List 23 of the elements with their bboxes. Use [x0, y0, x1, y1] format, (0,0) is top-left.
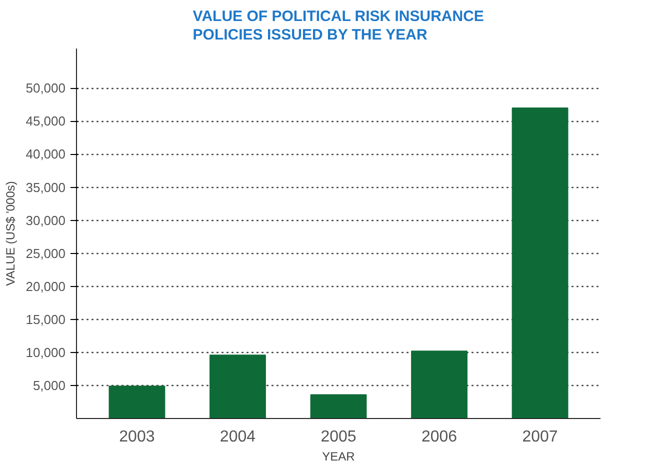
x-tick-label: 2007	[522, 428, 558, 446]
y-axis-title: VALUE (US$ '000s)	[4, 181, 18, 286]
y-tick-label: 40,000	[26, 146, 66, 162]
x-tick-label: 2004	[220, 428, 256, 446]
y-tick-label: 30,000	[26, 212, 66, 228]
bar	[210, 354, 266, 418]
y-tick-label: 15,000	[26, 312, 66, 327]
y-tick-label: 5,000	[32, 378, 66, 393]
y-tick-label: 35,000	[26, 180, 66, 195]
bar	[411, 350, 468, 418]
bar	[512, 107, 568, 418]
x-tick-label: 2006	[421, 428, 458, 446]
y-tick-label: 50,000	[26, 80, 66, 96]
x-tick-label: 2005	[320, 428, 356, 446]
y-tick-label: 45,000	[26, 114, 66, 129]
x-axis-title: YEAR	[322, 450, 356, 464]
y-tick-label: 25,000	[26, 246, 66, 261]
chart-title: VALUE OF POLITICAL RISK INSURANCE POLICIES ISSUED BY THE YEAR	[192, 8, 484, 44]
y-tick-label: 20,000	[26, 278, 66, 294]
bar	[108, 386, 166, 418]
bar	[310, 394, 367, 418]
x-tick-label: 2003	[119, 428, 155, 446]
y-tick-label: 10,000	[26, 344, 66, 360]
